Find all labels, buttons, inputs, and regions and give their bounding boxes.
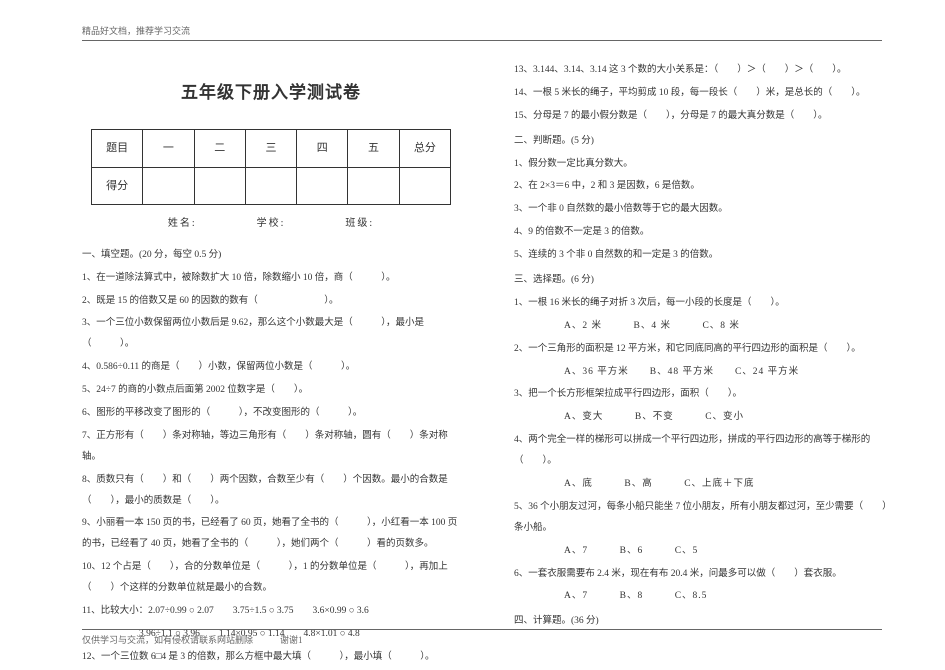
cell: [245, 167, 296, 204]
question: 1、假分数一定比真分数大。: [514, 154, 892, 175]
question: 5、24÷7 的商的小数点后面第 2002 位数字是（ ）。: [82, 380, 460, 401]
cell: 三: [245, 130, 296, 167]
cell: 二: [194, 130, 245, 167]
options: A、底 B、高 C、上底＋下底: [514, 474, 892, 495]
doc-footer: 仅供学习与交流，如有侵权请联系网站删除: [82, 633, 253, 646]
question: 3、把一个长方形框架拉成平行四边形，面积（ ）。: [514, 384, 892, 405]
cell: 题目: [92, 130, 143, 167]
question: 11、比较大小：2.07÷0.99 ○ 2.07 3.75÷1.5 ○ 3.75…: [82, 601, 460, 622]
rule-top: [82, 40, 882, 41]
table-row: 题目 一 二 三 四 五 总分: [92, 130, 451, 167]
section-heading: 二、判断题。(5 分): [514, 131, 892, 152]
cell: 五: [348, 130, 399, 167]
question: 10、12 个占是（ ），合的分数单位是（ ），1 的分数单位是（ ），再加上（…: [82, 557, 460, 599]
question: 2、既是 15 的倍数又是 60 的因数的数有（ ）。: [82, 291, 460, 312]
question: 4、9 的倍数不一定是 3 的倍数。: [514, 222, 892, 243]
doc-header: 精品好文档，推荐学习交流: [82, 24, 190, 37]
cell: 四: [297, 130, 348, 167]
question: 5、连续的 3 个非 0 自然数的和一定是 3 的倍数。: [514, 245, 892, 266]
right-column: 13、3.144、3.14、3.14 这 3 个数的大小关系是：（ ）＞（ ）＞…: [514, 60, 892, 670]
table-row: 得分: [92, 167, 451, 204]
cell: [399, 167, 450, 204]
question: 3、一个三位小数保留两位小数后是 9.62，那么这个小数最大是（ ），最小是（ …: [82, 313, 460, 355]
question: 2、一个三角形的面积是 12 平方米，和它同底同高的平行四边形的面积是（ ）。: [514, 339, 892, 360]
doc-footer-thanks: 谢谢1: [280, 633, 303, 646]
section-heading: 三、选择题。(6 分): [514, 270, 892, 291]
options: A、变大 B、不变 C、变小: [514, 407, 892, 428]
question: 14、一根 5 米长的绳子，平均剪成 10 段，每一段长（ ）米，是总长的（ ）…: [514, 83, 892, 104]
options: A、36 平方米 B、48 平方米 C、24 平方米: [514, 362, 892, 383]
question: 4、两个完全一样的梯形可以拼成一个平行四边形，拼成的平行四边形的高等于梯形的（ …: [514, 430, 892, 472]
question: 2、在 2×3＝6 中，2 和 3 是因数，6 是倍数。: [514, 176, 892, 197]
cell: [194, 167, 245, 204]
question: 1、在一道除法算式中，被除数扩大 10 倍，除数缩小 10 倍，商（ ）。: [82, 268, 460, 289]
cell: 一: [143, 130, 194, 167]
question: 9、小丽看一本 150 页的书，已经看了 60 页，她看了全书的（ ），小红看一…: [82, 513, 460, 555]
cell: [297, 167, 348, 204]
rule-bottom: [82, 629, 882, 630]
cell: 总分: [399, 130, 450, 167]
cell: 得分: [92, 167, 143, 204]
left-column: 五年级下册入学测试卷 题目 一 二 三 四 五 总分 得分 姓名:: [82, 60, 460, 670]
question: 1、一根 16 米长的绳子对折 3 次后，每一小段的长度是（ ）。: [514, 293, 892, 314]
question: 15、分母是 7 的最小假分数是（ ），分母是 7 的最大真分数是（ ）。: [514, 106, 892, 127]
page-body: 五年级下册入学测试卷 题目 一 二 三 四 五 总分 得分 姓名:: [82, 60, 892, 670]
options: A、7 B、8 C、8.5: [514, 586, 892, 607]
question: 7、正方形有（ ）条对称轴，等边三角形有（ ）条对称轴，圆有（ ）条对称轴。: [82, 426, 460, 468]
question: 6、一套衣服需要布 2.4 米，现在有布 20.4 米，问最多可以做（ ）套衣服…: [514, 564, 892, 585]
question: 6、图形的平移改变了图形的（ ），不改变图形的（ ）。: [82, 403, 460, 424]
exam-title: 五年级下册入学测试卷: [82, 74, 460, 111]
section-heading: 一、填空题。(20 分，每空 0.5 分): [82, 245, 460, 266]
question: 3、一个非 0 自然数的最小倍数等于它的最大因数。: [514, 199, 892, 220]
cell: [348, 167, 399, 204]
question: 13、3.144、3.14、3.14 这 3 个数的大小关系是：（ ）＞（ ）＞…: [514, 60, 892, 81]
score-table: 题目 一 二 三 四 五 总分 得分: [91, 129, 451, 204]
question: 12、一个三位数 6□4 是 3 的倍数，那么方框中最大填（ ），最小填（ ）。: [82, 647, 460, 668]
options: A、2 米 B、4 米 C、8 米: [514, 316, 892, 337]
question: 4、0.586÷0.11 的商是（ ）小数，保留两位小数是（ ）。: [82, 357, 460, 378]
cell: [143, 167, 194, 204]
question: 8、质数只有（ ）和（ ）两个因数，合数至少有（ ）个因数。最小的合数是（ ），…: [82, 470, 460, 512]
question: 5、36 个小朋友过河，每条小船只能坐 7 位小朋友，所有小朋友都过河，至少需要…: [514, 497, 892, 539]
options: A、7 B、6 C、5: [514, 541, 892, 562]
student-info-line: 姓名: 学校: 班级:: [82, 213, 460, 235]
